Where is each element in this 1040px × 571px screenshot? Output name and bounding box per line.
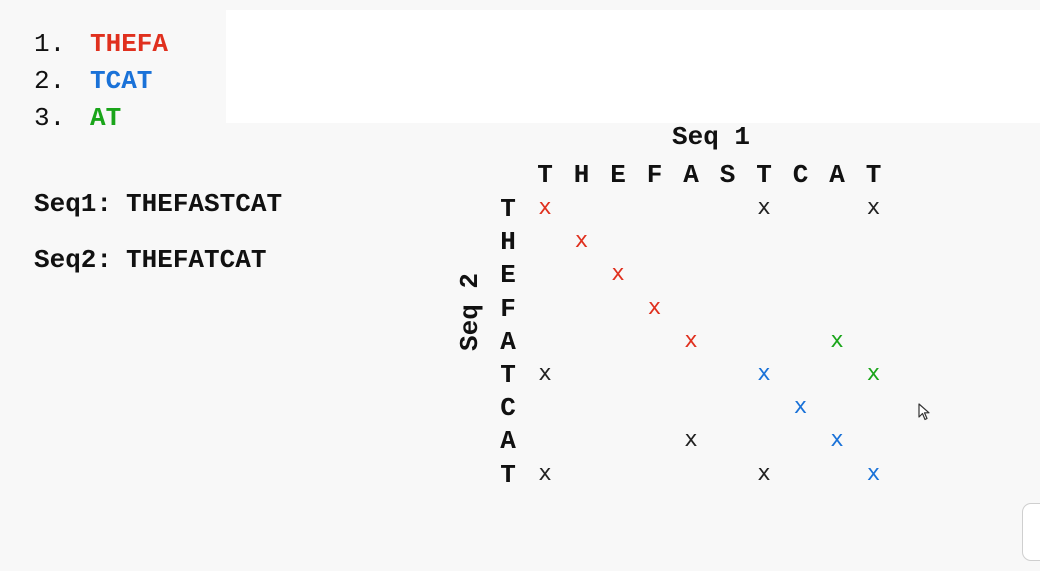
segment-list: 1. THEFA 2. TCAT 3. AT [34,26,168,137]
seq1-column-letter: C [792,160,809,190]
match-mark: x [757,361,771,386]
match-mark: x [866,460,881,486]
segment-number: 3. [34,103,66,133]
match-mark: x [611,261,625,287]
seq1-label: Seq1: [34,189,113,219]
seq2-definition: Seq2: THEFATCAT [34,240,282,296]
match-mark: x [866,195,881,220]
seq1-axis-title: Seq 1 [672,122,751,152]
seq1-column-letter: S [719,160,736,190]
segment-item-1: 1. THEFA [34,26,168,63]
match-mark: x [757,195,771,220]
side-panel-tab[interactable] [1022,503,1040,561]
seq2-row-letter: C [500,393,516,424]
seq2-row-letter: T [500,194,516,224]
seq2-row-letter: E [500,260,516,291]
seq1-column-letter: T [537,160,553,190]
match-mark: x [647,294,662,320]
seq2-row-letter: H [500,227,516,258]
segment-number: 1. [34,29,66,59]
match-mark: x [538,460,552,486]
seq1-column-letter: T [756,160,772,190]
mouse-cursor-icon [918,403,930,421]
match-mark: x [538,195,552,220]
slide-top-panel [226,10,1040,123]
seq1-definition: Seq1: THEFASTCAT [34,184,282,240]
seq1-column-letter: H [573,160,590,190]
segment-item-3: 3. AT [34,100,168,137]
seq1-column-letter: T [865,160,882,190]
segment-text: TCAT [90,66,153,96]
segment-text: AT [90,103,122,133]
match-mark: x [866,361,881,386]
match-mark: x [684,327,698,353]
match-mark: x [684,427,698,453]
seq2-row-letter: A [500,426,516,457]
seq1-column-letter: E [610,160,626,190]
segment-item-2: 2. TCAT [34,63,168,100]
seq2-row-letter: F [500,293,516,324]
segment-text: THEFA [90,29,169,59]
seq2-label: Seq2: [34,245,113,275]
seq2-row-letter: A [500,326,516,357]
seq1-column-letter: A [683,160,699,190]
segment-number: 2. [34,66,66,96]
match-mark: x [830,327,844,353]
seq1-value: THEFASTCAT [126,189,283,219]
match-mark: x [574,228,589,254]
match-mark: x [830,427,844,453]
seq2-row-letter: T [500,459,516,490]
seq2-value: THEFATCAT [126,245,267,275]
seq1-column-letter: A [829,160,845,190]
match-mark: x [793,394,808,420]
seq1-column-letter: F [646,160,663,190]
match-mark: x [757,460,771,486]
match-mark: x [538,361,552,386]
seq2-row-letter: T [500,360,516,390]
seq2-axis-title: Seq 2 [455,272,485,352]
sequence-definitions: Seq1: THEFASTCAT Seq2: THEFATCAT [34,184,282,296]
